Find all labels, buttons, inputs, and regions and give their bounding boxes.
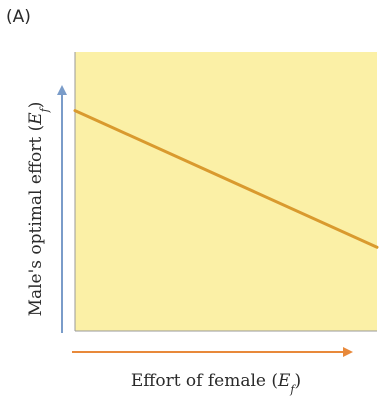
series-layer [73,109,379,249]
y-axis-title: Male's optimal effort (Ef) [26,102,51,317]
x-axis-title-suffix: ) [295,371,302,391]
y-axis-title-sub: f [38,106,51,113]
series-line-0 [73,109,379,249]
plot-area [75,52,377,331]
x-axis-title-var: E [277,371,291,391]
x-axis-title-sub: f [289,383,296,396]
y-axis-title-prefix: Male's optimal effort ( [26,125,46,317]
y-axis-title-suffix: ) [26,102,46,109]
y-axis-title-var: E [26,112,46,126]
panel-label: (A) [6,7,31,27]
x-axis-title: Effort of female (Ef) [131,371,301,396]
x-axis-title-prefix: Effort of female ( [131,371,278,391]
